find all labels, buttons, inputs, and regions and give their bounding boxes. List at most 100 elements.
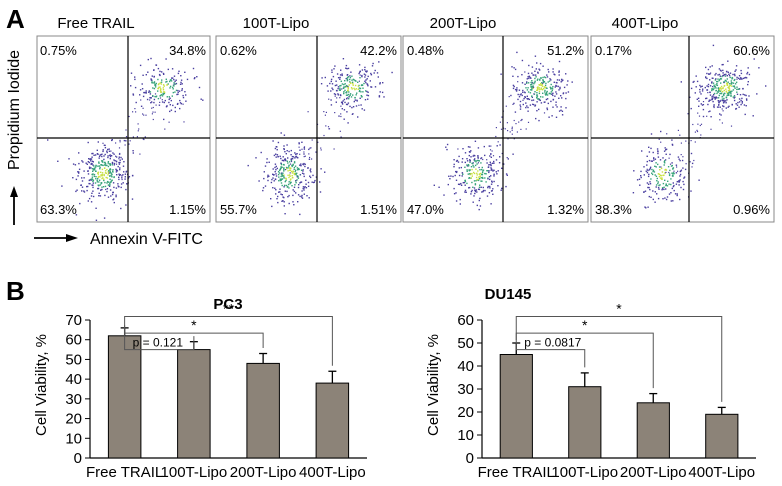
- flow-event-dot: [493, 175, 495, 177]
- flow-event-dot: [345, 64, 348, 67]
- flow-event-dot: [272, 140, 274, 142]
- flow-event-dot: [337, 77, 340, 79]
- flow-event-dot: [482, 189, 485, 192]
- flow-event-dot: [529, 76, 531, 79]
- flow-event-dot: [282, 172, 284, 174]
- flow-event-dot: [464, 166, 466, 168]
- flow-event-dot: [290, 181, 292, 184]
- flow-event-dot: [88, 158, 90, 160]
- flow-event-dot: [679, 198, 681, 201]
- flow-event-dot: [548, 80, 551, 82]
- flow-event-dot: [729, 72, 732, 74]
- flow-event-dot: [555, 104, 557, 106]
- flow-event-dot: [542, 96, 544, 98]
- flow-event-dot: [466, 170, 468, 172]
- flow-event-dot: [648, 151, 651, 153]
- flow-event-dot: [169, 97, 171, 99]
- flow-event-dot: [87, 200, 89, 202]
- flow-event-dot: [561, 110, 564, 112]
- flow-event-dot: [330, 99, 332, 101]
- flow-event-dot: [180, 75, 182, 77]
- flow-event-dot: [278, 176, 280, 178]
- flow-event-dot: [136, 136, 138, 138]
- flow-event-dot: [288, 164, 290, 166]
- flow-event-dot: [101, 175, 103, 177]
- flow-event-dot: [724, 79, 726, 82]
- flow-event-dot: [277, 201, 279, 204]
- flow-event-dot: [540, 96, 542, 98]
- flow-event-dot: [464, 180, 467, 183]
- flow-event-dot: [667, 180, 669, 182]
- flow-event-dot: [651, 172, 653, 174]
- flow-event-dot: [109, 164, 111, 166]
- flow-event-dot: [633, 170, 635, 172]
- flow-event-dot: [160, 89, 162, 91]
- flow-event-dot: [530, 81, 532, 84]
- flow-event-dot: [469, 146, 471, 148]
- flow-event-dot: [115, 163, 118, 165]
- flow-event-dot: [487, 166, 490, 168]
- flow-event-dot: [658, 175, 661, 178]
- significance-bracket: [515, 316, 723, 402]
- flow-event-dot: [97, 178, 99, 180]
- flow-event-dot: [551, 87, 553, 89]
- flow-event-dot: [103, 158, 105, 161]
- flow-event-dot: [707, 103, 709, 106]
- flow-event-dot: [729, 76, 731, 79]
- flow-event-dot: [722, 72, 724, 74]
- category-label: 400T-Lipo: [299, 464, 366, 481]
- flow-event-dot: [524, 83, 526, 85]
- flow-event-dot: [280, 166, 282, 168]
- flow-event-dot: [560, 106, 562, 108]
- flow-event-dot: [558, 70, 560, 72]
- flow-event-dot: [359, 97, 361, 99]
- flow-event-dot: [304, 163, 306, 165]
- flow-event-dot: [651, 173, 654, 176]
- flow-event-dot: [560, 109, 562, 111]
- flow-event-dot: [152, 118, 154, 121]
- flow-event-dot: [475, 189, 478, 191]
- flow-event-dot: [476, 179, 478, 181]
- flow-event-dot: [303, 146, 305, 149]
- flow-event-dot: [554, 86, 556, 88]
- flow-event-dot: [347, 89, 349, 92]
- flow-event-dot: [167, 68, 169, 71]
- flow-event-dot: [107, 171, 109, 173]
- flow-event-dot: [740, 77, 742, 79]
- flow-event-dot: [143, 114, 145, 116]
- flow-event-dot: [736, 86, 738, 88]
- flow-event-dot: [291, 177, 294, 179]
- flow-event-dot: [644, 206, 646, 208]
- flow-event-dot: [512, 103, 514, 105]
- flow-event-dot: [531, 66, 534, 68]
- flow-event-dot: [547, 68, 549, 71]
- flow-event-dot: [511, 127, 513, 130]
- flow-event-dot: [128, 115, 130, 118]
- flow-event-dot: [362, 91, 364, 93]
- flow-event-dot: [263, 177, 265, 180]
- flow-event-dot: [469, 169, 471, 171]
- flow-event-dot: [534, 105, 536, 107]
- flow-event-dot: [484, 189, 486, 192]
- flow-event-dot: [680, 154, 682, 156]
- flow-event-dot: [492, 193, 494, 195]
- flow-event-dot: [745, 76, 747, 79]
- flow-event-dot: [194, 77, 196, 79]
- flow-event-dot: [653, 171, 656, 173]
- flow-event-dot: [170, 99, 172, 102]
- flow-event-dot: [255, 157, 257, 159]
- flow-event-dot: [297, 177, 300, 179]
- flow-event-dot: [522, 103, 524, 106]
- flow-event-dot: [556, 106, 558, 108]
- flow-event-dot: [473, 166, 475, 168]
- flow-event-dot: [532, 85, 534, 87]
- flow-event-dot: [118, 176, 120, 178]
- flow-event-dot: [290, 149, 292, 152]
- y-tick-label: 0: [74, 450, 82, 467]
- flow-event-dot: [726, 70, 728, 73]
- flow-event-dot: [547, 102, 549, 105]
- flow-event-dot: [378, 61, 380, 63]
- flow-event-dot: [736, 104, 739, 106]
- flow-event-dot: [142, 95, 145, 98]
